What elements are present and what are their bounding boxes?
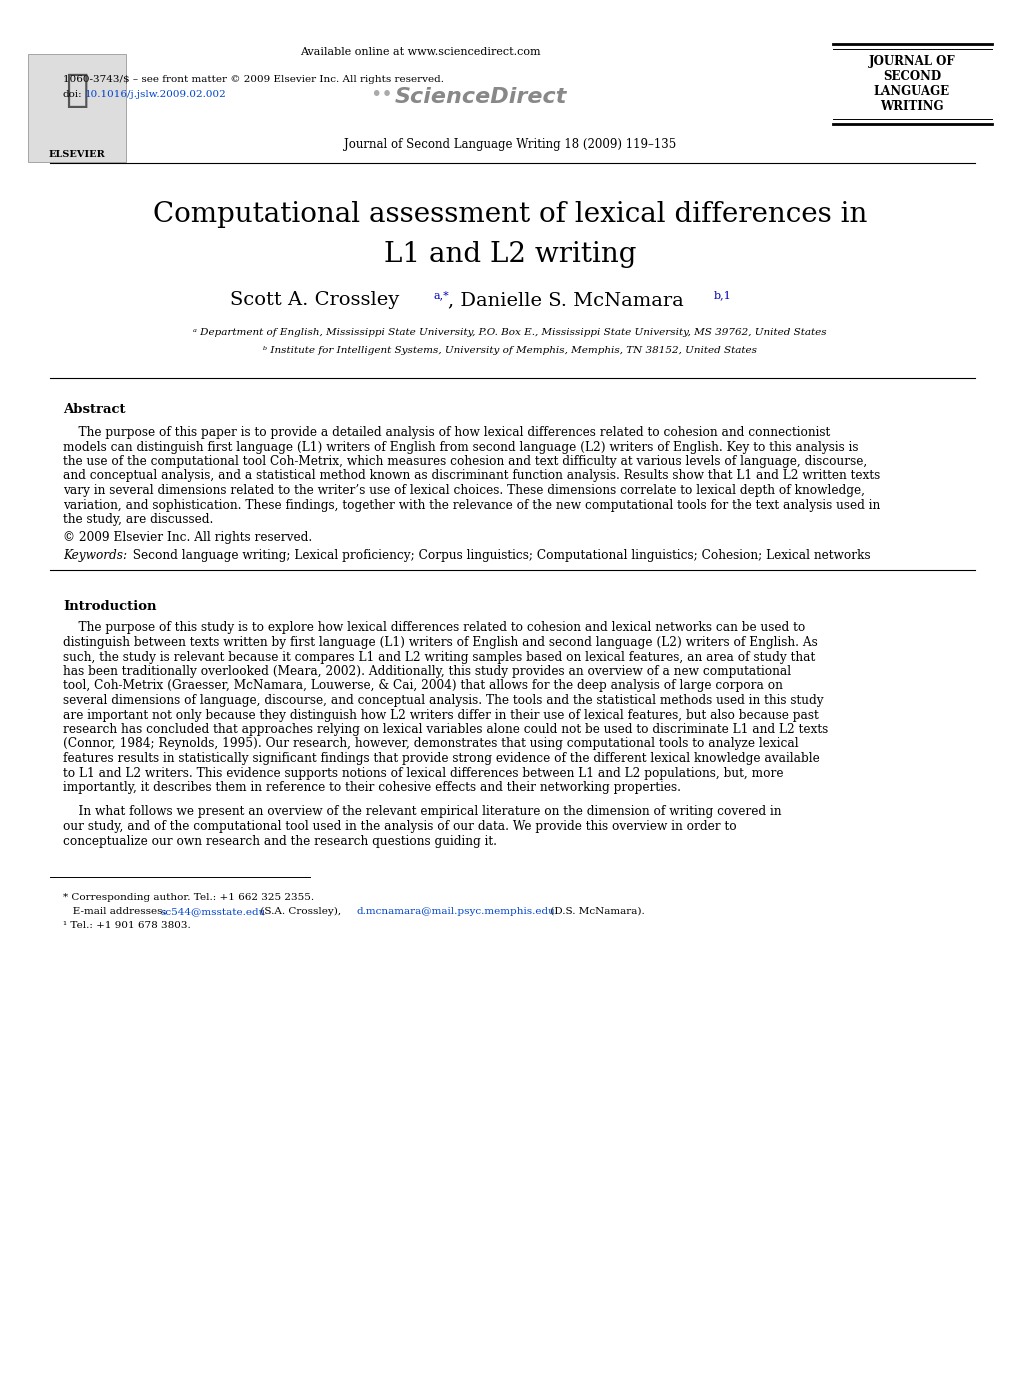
Text: features results in statistically significant findings that provide strong evide: features results in statistically signif… [63,753,819,765]
Text: (S.A. Crossley),: (S.A. Crossley), [257,907,344,917]
Text: (Connor, 1984; Reynolds, 1995). Our research, however, demonstrates that using c: (Connor, 1984; Reynolds, 1995). Our rese… [63,737,798,751]
Text: a,*: a,* [433,289,449,300]
Text: The purpose of this study is to explore how lexical differences related to cohes: The purpose of this study is to explore … [63,622,804,634]
Text: ᵇ Institute for Intelligent Systems, University of Memphis, Memphis, TN 38152, U: ᵇ Institute for Intelligent Systems, Uni… [263,346,756,355]
Text: Available online at www.sciencedirect.com: Available online at www.sciencedirect.co… [300,47,540,57]
Text: ScienceDirect: ScienceDirect [394,88,567,107]
Text: The purpose of this paper is to provide a detailed analysis of how lexical diffe: The purpose of this paper is to provide … [63,426,829,440]
Text: Second language writing; Lexical proficiency; Corpus linguistics; Computational : Second language writing; Lexical profici… [125,549,870,562]
Text: Scott A. Crossley: Scott A. Crossley [229,291,398,309]
Text: ELSEVIER: ELSEVIER [49,150,105,159]
Text: WRITING: WRITING [879,100,943,113]
Text: ᵃ Department of English, Mississippi State University, P.O. Box E., Mississippi : ᵃ Department of English, Mississippi Sta… [193,328,826,337]
Text: Keywords:: Keywords: [63,549,127,562]
Text: doi:: doi: [63,90,83,99]
Text: (D.S. McNamara).: (D.S. McNamara). [546,907,644,917]
Text: tool, Coh-Metrix (Graesser, McNamara, Louwerse, & Cai, 2004) that allows for the: tool, Coh-Metrix (Graesser, McNamara, Lo… [63,679,783,693]
Text: several dimensions of language, discourse, and conceptual analysis. The tools an: several dimensions of language, discours… [63,694,822,707]
Text: to L1 and L2 writers. This evidence supports notions of lexical differences betw: to L1 and L2 writers. This evidence supp… [63,766,783,779]
Text: vary in several dimensions related to the writer’s use of lexical choices. These: vary in several dimensions related to th… [63,484,864,497]
Text: research has concluded that approaches relying on lexical variables alone could : research has concluded that approaches r… [63,723,827,736]
Text: Journal of Second Language Writing 18 (2009) 119–135: Journal of Second Language Writing 18 (2… [343,138,676,152]
Text: are important not only because they distinguish how L2 writers differ in their u: are important not only because they dist… [63,708,818,722]
Text: Introduction: Introduction [63,600,156,612]
Text: conceptualize our own research and the research questions guiding it.: conceptualize our own research and the r… [63,835,496,847]
Text: SECOND: SECOND [882,70,941,83]
Text: LANGUAGE: LANGUAGE [873,85,949,97]
Text: distinguish between texts written by first language (L1) writers of English and : distinguish between texts written by fir… [63,636,817,650]
Text: 🌲: 🌲 [65,71,89,108]
Text: ¹ Tel.: +1 901 678 3803.: ¹ Tel.: +1 901 678 3803. [63,921,191,931]
Text: models can distinguish first language (L1) writers of English from second langua: models can distinguish first language (L… [63,441,858,453]
Text: 1060-3743/$ – see front matter © 2009 Elsevier Inc. All rights reserved.: 1060-3743/$ – see front matter © 2009 El… [63,75,443,83]
Text: , Danielle S. McNamara: , Danielle S. McNamara [447,291,683,309]
Text: the use of the computational tool Coh-Metrix, which measures cohesion and text d: the use of the computational tool Coh-Me… [63,455,866,467]
Text: JOURNAL OF: JOURNAL OF [868,56,955,68]
Text: the study, are discussed.: the study, are discussed. [63,513,213,526]
Text: and conceptual analysis, and a statistical method known as discriminant function: and conceptual analysis, and a statistic… [63,470,879,483]
Text: © 2009 Elsevier Inc. All rights reserved.: © 2009 Elsevier Inc. All rights reserved… [63,531,312,544]
Text: L1 and L2 writing: L1 and L2 writing [383,241,636,268]
Text: b,1: b,1 [713,289,731,300]
Text: our study, and of the computational tool used in the analysis of our data. We pr: our study, and of the computational tool… [63,821,736,833]
Text: ••: •• [370,85,392,104]
Text: * Corresponding author. Tel.: +1 662 325 2355.: * Corresponding author. Tel.: +1 662 325… [63,893,314,901]
Text: has been traditionally overlooked (Meara, 2002). Additionally, this study provid: has been traditionally overlooked (Meara… [63,665,791,677]
Text: Computational assessment of lexical differences in: Computational assessment of lexical diff… [153,202,866,228]
Text: E-mail addresses:: E-mail addresses: [63,907,169,917]
Bar [28,54,126,161]
Text: sc544@msstate.edu: sc544@msstate.edu [160,907,265,917]
Text: In what follows we present an overview of the relevant empirical literature on t: In what follows we present an overview o… [63,805,781,818]
Text: variation, and sophistication. These findings, together with the relevance of th: variation, and sophistication. These fin… [63,498,879,512]
Text: 10.1016/j.jslw.2009.02.002: 10.1016/j.jslw.2009.02.002 [85,90,226,99]
Text: such, the study is relevant because it compares L1 and L2 writing samples based : such, the study is relevant because it c… [63,651,814,664]
Text: importantly, it describes them in reference to their cohesive effects and their : importantly, it describes them in refere… [63,780,681,794]
Text: d.mcnamara@mail.psyc.memphis.edu: d.mcnamara@mail.psyc.memphis.edu [357,907,555,917]
Text: Abstract: Abstract [63,403,125,416]
